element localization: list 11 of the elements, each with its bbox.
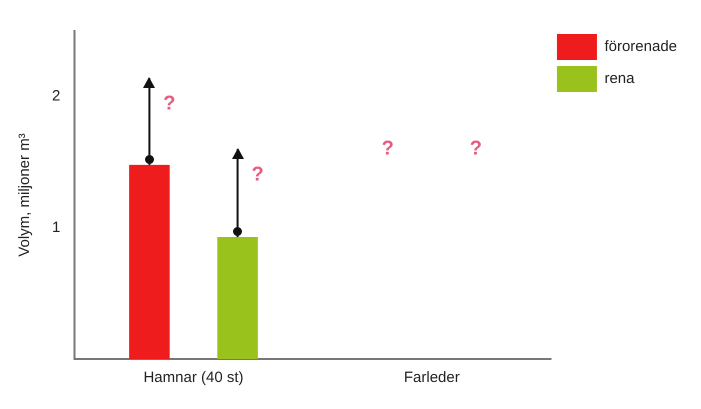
annotation: ? (163, 92, 176, 115)
y-axis-title: Volym, miljoner m³ (16, 133, 34, 257)
legend-label: förorenade (604, 38, 678, 56)
x-tick-label: Hamnar (40 st) (143, 369, 244, 386)
annotation: ? (251, 164, 264, 186)
x-tick-label: Farleder (404, 369, 460, 386)
y-tick-label: 1 (52, 218, 60, 236)
legend-label: rena (604, 70, 636, 88)
annotation: ? (382, 138, 394, 160)
y-tick-label: 2 (52, 88, 60, 105)
annotation: ? (470, 138, 482, 160)
